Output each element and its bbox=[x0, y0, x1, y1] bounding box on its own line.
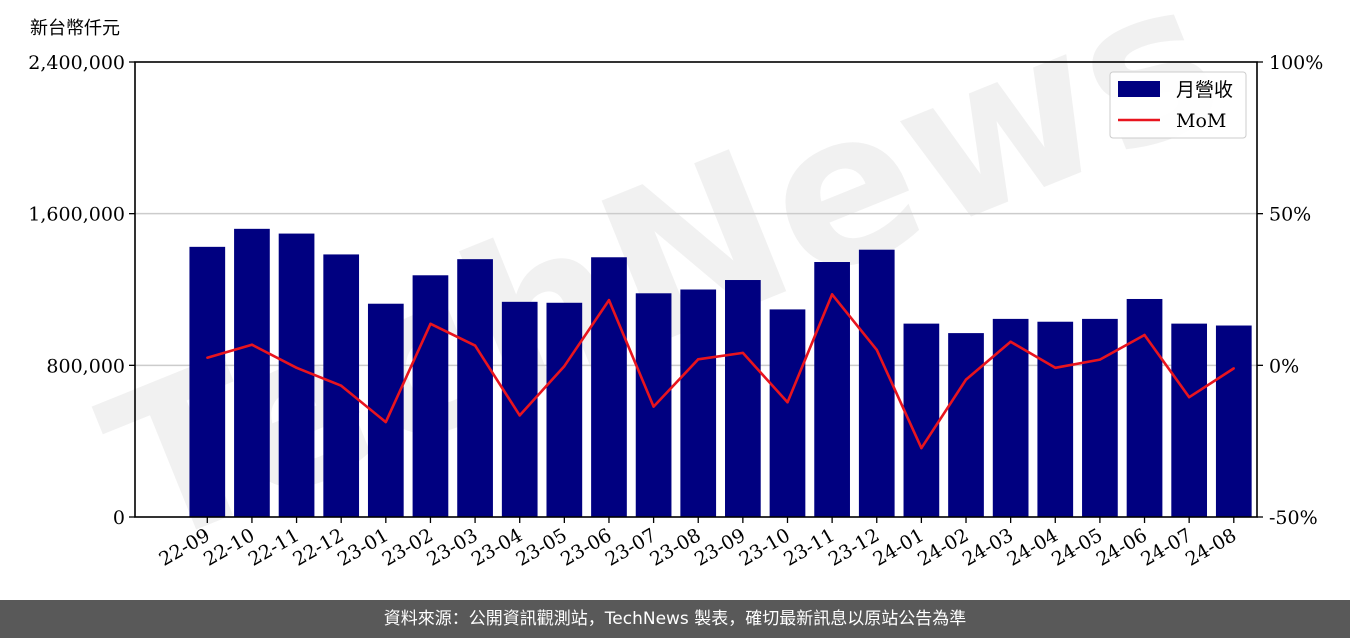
x-tick-label: 23-11 bbox=[780, 524, 838, 570]
x-tick-label: 24-07 bbox=[1137, 524, 1195, 570]
mom-point-23-10 bbox=[786, 401, 789, 404]
bar-24-02 bbox=[948, 333, 984, 517]
left-tick-label: 1,600,000 bbox=[28, 204, 125, 226]
mom-point-23-06 bbox=[607, 298, 611, 302]
x-tick-label: 23-01 bbox=[334, 524, 392, 570]
x-tick-label: 23-04 bbox=[468, 524, 526, 570]
x-tick-label: 24-01 bbox=[869, 524, 927, 570]
mom-line bbox=[206, 293, 1235, 450]
bar-22-11 bbox=[278, 233, 315, 517]
bar-23-02 bbox=[412, 275, 449, 517]
bar-23-04 bbox=[501, 301, 538, 517]
mom-point-22-10 bbox=[250, 343, 254, 346]
bar-23-01 bbox=[367, 303, 404, 517]
mom-point-22-11 bbox=[295, 366, 298, 369]
mom-point-23-02 bbox=[429, 322, 432, 325]
right-tick-label: 100% bbox=[1269, 52, 1323, 74]
bar-23-06 bbox=[591, 257, 627, 517]
bar-24-05 bbox=[1082, 318, 1118, 517]
bar-24-08 bbox=[1215, 325, 1252, 517]
mom-point-23-03 bbox=[473, 344, 477, 347]
x-tick-label: 23-12 bbox=[825, 524, 883, 570]
footer-source-note: 資料來源：公開資訊觀測站，TechNews 製表，確切最新訊息以原站公告為準 bbox=[0, 600, 1350, 638]
right-tick-label: -50% bbox=[1269, 507, 1318, 529]
mom-point-23-08 bbox=[697, 358, 700, 361]
x-tick-label: 23-05 bbox=[512, 524, 570, 570]
mom-point-23-09 bbox=[741, 351, 745, 355]
bar-24-07 bbox=[1171, 323, 1208, 517]
bar-23-11 bbox=[814, 262, 850, 517]
x-tick-label: 23-02 bbox=[379, 524, 437, 570]
mom-point-23-05 bbox=[563, 365, 566, 368]
legend: 月營收 MoM bbox=[1109, 71, 1247, 139]
mom-point-24-01 bbox=[920, 446, 923, 450]
bar-23-03 bbox=[457, 259, 493, 517]
legend-label-mom: MoM bbox=[1176, 110, 1226, 132]
mom-point-24-04 bbox=[1054, 366, 1057, 369]
mom-point-22-09 bbox=[206, 356, 209, 359]
mom-point-24-03 bbox=[1009, 340, 1012, 343]
left-tick-label: 800,000 bbox=[46, 355, 125, 377]
mom-point-23-11 bbox=[830, 293, 834, 296]
x-tick-label: 23-06 bbox=[557, 524, 615, 570]
mom-point-24-07 bbox=[1187, 395, 1191, 399]
bar-series bbox=[189, 228, 1252, 518]
mom-point-23-07 bbox=[652, 405, 655, 408]
legend-label-revenue: 月營收 bbox=[1176, 79, 1233, 101]
left-tick-label: 2,400,000 bbox=[28, 52, 125, 74]
revenue-chart: TechNews 0800,0001,600,0002,400,000-50%0… bbox=[28, 0, 1323, 595]
bar-24-04 bbox=[1037, 321, 1074, 517]
bar-23-09 bbox=[725, 280, 761, 517]
x-tick-label: 24-04 bbox=[1003, 524, 1061, 570]
mom-point-24-05 bbox=[1098, 358, 1102, 361]
left-tick-label: 0 bbox=[113, 507, 125, 529]
mom-point-24-06 bbox=[1143, 333, 1146, 337]
bar-23-12 bbox=[858, 249, 895, 517]
mom-point-24-02 bbox=[964, 378, 968, 381]
plot-frame bbox=[134, 61, 1258, 518]
mom-point-23-12 bbox=[875, 348, 878, 352]
x-tick-label: 23-09 bbox=[691, 524, 749, 570]
x-tick-label: 23-08 bbox=[646, 524, 704, 570]
x-tick-label: 24-02 bbox=[914, 524, 972, 570]
x-tick-label: 23-10 bbox=[736, 524, 794, 570]
mom-point-23-04 bbox=[518, 414, 521, 417]
bar-22-09 bbox=[189, 246, 226, 517]
mom-point-24-08 bbox=[1232, 367, 1235, 370]
x-tick-label: 23-07 bbox=[602, 524, 660, 570]
x-tick-label: 24-08 bbox=[1182, 524, 1240, 570]
mom-line-series bbox=[206, 293, 1235, 450]
y-axis-unit-label: 新台幣仟元 bbox=[30, 18, 120, 39]
bar-22-10 bbox=[234, 228, 270, 518]
mom-point-23-01 bbox=[384, 420, 388, 424]
bar-23-08 bbox=[680, 289, 717, 517]
x-tick-label: 24-05 bbox=[1048, 524, 1106, 570]
mom-point-22-12 bbox=[339, 384, 343, 387]
x-tick-label: 23-03 bbox=[423, 524, 481, 570]
x-tick-label: 24-06 bbox=[1093, 524, 1151, 570]
x-tick-label: 24-03 bbox=[959, 524, 1017, 570]
bar-23-05 bbox=[546, 302, 583, 517]
bar-23-10 bbox=[769, 309, 806, 517]
bar-24-06 bbox=[1126, 298, 1163, 517]
right-tick-label: 0% bbox=[1269, 355, 1299, 377]
legend-swatch-bar bbox=[1118, 81, 1160, 97]
right-tick-label: 50% bbox=[1269, 204, 1311, 226]
